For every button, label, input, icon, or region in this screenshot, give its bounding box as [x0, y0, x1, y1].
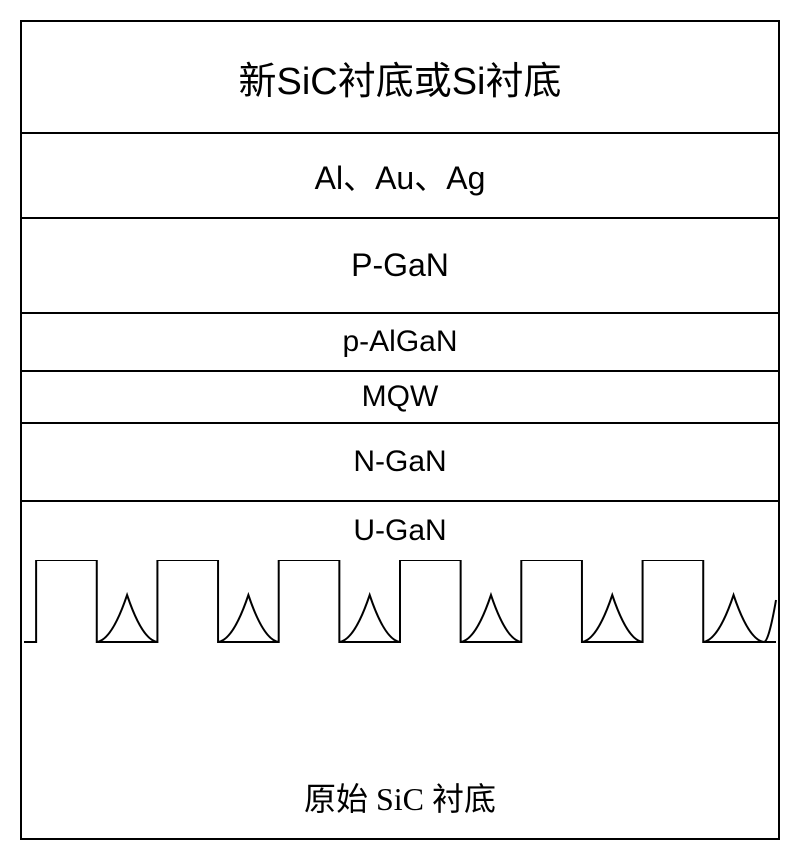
layer-5: N-GaN — [22, 422, 778, 500]
layer-label: 原始 SiC 衬底 — [22, 774, 778, 820]
layer-label: Al、Au、Ag — [315, 153, 486, 199]
layer-1: Al、Au、Ag — [22, 132, 778, 217]
layer-label: p-AlGaN — [342, 325, 457, 359]
layer-label: P-GaN — [351, 247, 449, 284]
layer-4: MQW — [22, 370, 778, 422]
layer-label: N-GaN — [353, 445, 446, 479]
layer-label: U-GaN — [353, 514, 446, 548]
layer-3: p-AlGaN — [22, 312, 778, 370]
layer-label: MQW — [362, 380, 439, 414]
layer-0: 新SiC衬底或Si衬底 — [22, 22, 778, 132]
layer-label: 新SiC衬底或Si衬底 — [238, 50, 561, 105]
layer-ugan: U-GaN — [22, 500, 778, 560]
layer-substrate: 原始 SiC 衬底 — [22, 560, 778, 840]
layer-2: P-GaN — [22, 217, 778, 312]
layer-stack-diagram: 新SiC衬底或Si衬底 Al、Au、Ag P-GaN p-AlGaN MQW N-GaN U… — [20, 20, 780, 840]
